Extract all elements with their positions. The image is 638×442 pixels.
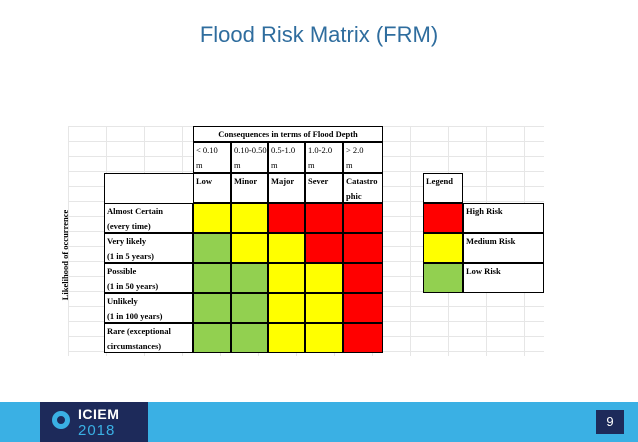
risk-cell-low xyxy=(193,293,231,323)
risk-cell-medium xyxy=(305,323,343,353)
likelihood-very-likely: Very likely (1 in 5 years) xyxy=(104,233,193,263)
ring-logo-icon xyxy=(52,411,70,429)
depth-range-5: > 2.0 m xyxy=(343,142,383,173)
likelihood-possible: Possible (1 in 50 years) xyxy=(104,263,193,293)
page-number: 9 xyxy=(596,410,624,434)
matrix-header: Consequences in terms of Flood Depth xyxy=(193,126,383,142)
depth-range-2: 0.10-0.50 m xyxy=(231,142,268,173)
risk-cell-medium xyxy=(268,263,305,293)
slide-title: Flood Risk Matrix (FRM) xyxy=(199,22,439,47)
consequence-major: Major xyxy=(268,173,305,203)
risk-cell-high xyxy=(343,323,383,353)
risk-cell-low xyxy=(193,323,231,353)
legend-label-high: High Risk xyxy=(463,203,544,233)
risk-cell-high xyxy=(305,203,343,233)
risk-cell-medium xyxy=(305,263,343,293)
risk-cell-low xyxy=(231,323,268,353)
risk-cell-medium xyxy=(193,203,231,233)
consequence-low: Low xyxy=(193,173,231,203)
risk-cell-low xyxy=(231,293,268,323)
logo-name: ICIEM xyxy=(78,406,120,422)
risk-cell-high xyxy=(343,203,383,233)
legend-swatch-low xyxy=(423,263,463,293)
legend-label-medium: Medium Risk xyxy=(463,233,544,263)
likelihood-column-border xyxy=(104,173,193,203)
risk-cell-high xyxy=(343,263,383,293)
likelihood-rare: Rare (exceptional circumstances) xyxy=(104,323,193,353)
consequence-catastrophic: Catastro phic xyxy=(343,173,383,203)
consequence-minor: Minor xyxy=(231,173,268,203)
risk-cell-low xyxy=(193,233,231,263)
risk-cell-high xyxy=(343,233,383,263)
legend-label-low: Low Risk xyxy=(463,263,544,293)
depth-range-1: < 0.10 m xyxy=(193,142,231,173)
risk-cell-low xyxy=(231,263,268,293)
depth-range-3: 0.5-1.0 m xyxy=(268,142,305,173)
legend-swatch-high xyxy=(423,203,463,233)
risk-cell-high xyxy=(305,233,343,263)
depth-range-4: 1.0-2.0 m xyxy=(305,142,343,173)
risk-cell-low xyxy=(193,263,231,293)
risk-cell-medium xyxy=(268,233,305,263)
footer-bar: ICIEM 2018 9 xyxy=(0,402,638,442)
risk-cell-high xyxy=(343,293,383,323)
likelihood-almost-certain: Almost Certain (every time) xyxy=(104,203,193,233)
risk-cell-medium xyxy=(231,233,268,263)
likelihood-axis-cell xyxy=(68,173,104,356)
risk-cell-high xyxy=(268,203,305,233)
risk-cell-medium xyxy=(268,323,305,353)
likelihood-unlikely: Unlikely (1 in 100 years) xyxy=(104,293,193,323)
legend-swatch-medium xyxy=(423,233,463,263)
consequence-sever: Sever xyxy=(305,173,343,203)
legend-title: Legend xyxy=(423,173,463,203)
risk-cell-medium xyxy=(268,293,305,323)
risk-cell-medium xyxy=(305,293,343,323)
risk-cell-medium xyxy=(231,203,268,233)
logo-year: 2018 xyxy=(78,422,116,439)
likelihood-axis-label: Likelihood of occurrence xyxy=(60,209,70,301)
conference-logo: ICIEM 2018 xyxy=(40,402,148,442)
